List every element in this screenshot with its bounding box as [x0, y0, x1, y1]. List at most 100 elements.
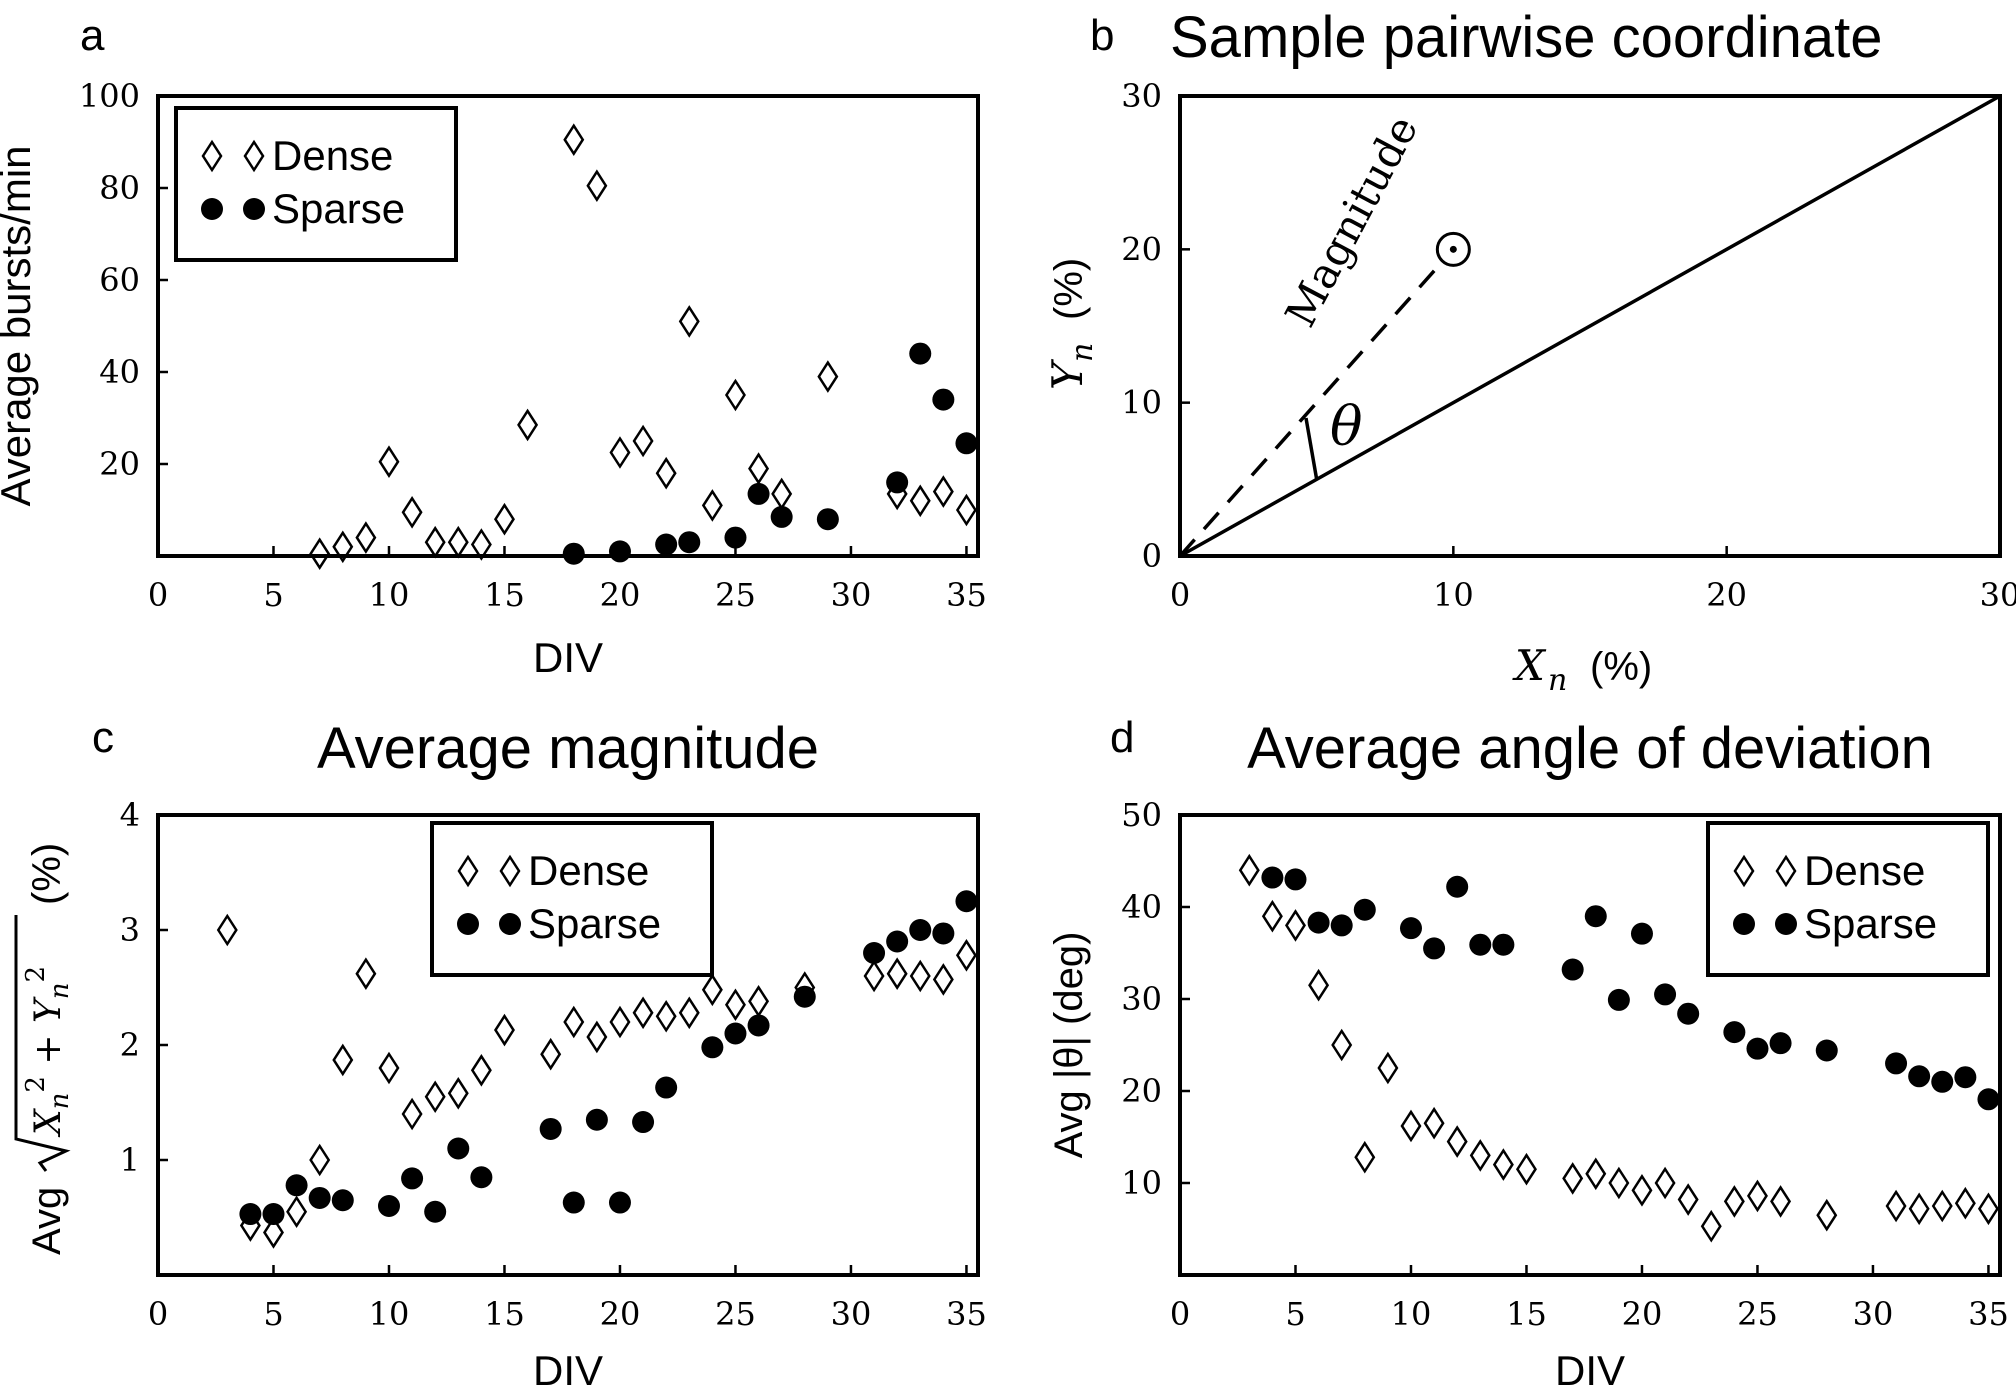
- panel-d-x-tick-label: 35: [1968, 1295, 2009, 1333]
- panel-b-x-tick-label: 10: [1433, 576, 1474, 614]
- panel-c-dense-point: [586, 1020, 608, 1054]
- panel-c-sparse-point: [932, 922, 955, 945]
- panel-a-sparse-point: [655, 533, 678, 556]
- panel-d-sparse-point: [1492, 933, 1515, 956]
- panel-d-x-tick-label: 20: [1622, 1295, 1663, 1333]
- panel-d-sparse-point: [1885, 1052, 1908, 1075]
- panel-d-title: Average angle of deviation: [1247, 716, 1933, 781]
- panel-d-sparse-point: [1815, 1039, 1838, 1062]
- panel-d-sparse-point: [1261, 866, 1284, 889]
- panel-a-y-axis-label: Average bursts/min: [0, 145, 39, 506]
- panel-a-sparse-point: [562, 542, 585, 565]
- panel-c-y-tick-label: 1: [120, 1141, 140, 1179]
- panel-d-dense-point: [1816, 1198, 1838, 1232]
- panel-c-x-tick-label: 20: [600, 1295, 641, 1333]
- panel-d-dense-point: [1515, 1152, 1537, 1186]
- panel-d-x-tick-label: 15: [1506, 1295, 1547, 1333]
- panel-d-sparse-point: [1908, 1065, 1931, 1088]
- panel-b-x-tick-label: 0: [1170, 576, 1190, 614]
- panel-c-sparse-point: [285, 1174, 308, 1197]
- panel-c-sparse-point: [447, 1137, 470, 1160]
- panel-a-y-tick-label: 40: [99, 353, 140, 391]
- panel-a-dense-point: [401, 495, 423, 529]
- panel-d-dense-point: [1238, 853, 1260, 887]
- panel-a-sparse-point: [747, 482, 770, 505]
- panel-c-sparse-point: [793, 985, 816, 1008]
- panel-d-dense-point: [1631, 1174, 1653, 1207]
- panel-d-sparse-point: [1769, 1032, 1792, 1055]
- panel-d-sparse-point: [1630, 922, 1653, 945]
- panel-c-sparse-point: [886, 930, 909, 953]
- panel-a-legend-dense: Dense: [272, 132, 393, 179]
- panel-c-dense-point: [493, 1013, 515, 1047]
- panel-c-x-tick-label: 5: [263, 1295, 283, 1333]
- panel-a: a 0 5 10 15 20 25 30 35 20 40 60 80 100 DIV Average …: [0, 11, 987, 681]
- panel-a-dense-point: [655, 456, 677, 490]
- panel-a-y-tick-label: 60: [99, 261, 140, 299]
- panel-c-y-axis-prefix: Avg: [25, 1187, 69, 1255]
- panel-c-dense-point: [609, 1005, 631, 1039]
- panel-c-dense-point: [932, 963, 954, 996]
- panel-d: d Average angle of deviation 0 5 10 15 20 25 3…: [1047, 713, 2009, 1391]
- panel-a-frame: [156, 94, 980, 558]
- panel-d-dense-point: [1354, 1140, 1376, 1174]
- panel-c-dense-point: [309, 1143, 331, 1177]
- panel-c-x-tick-label: 0: [148, 1295, 168, 1333]
- panel-b-y-tick-label: 30: [1121, 77, 1162, 115]
- panel-d-sparse-point: [1423, 937, 1446, 960]
- panel-a-sparse-point: [724, 526, 747, 549]
- panel-d-x-tick-label: 25: [1737, 1295, 1778, 1333]
- panel-a-legend-sparse: Sparse: [272, 185, 405, 232]
- panel-a-dense-point: [309, 537, 331, 571]
- panel-d-letter: d: [1110, 713, 1134, 762]
- panel-d-sparse-point: [1330, 914, 1353, 937]
- panel-a-dense-point: [586, 169, 608, 203]
- panel-d-x-tick-label: 0: [1170, 1295, 1190, 1333]
- panel-b: b Sample pairwise coordinate 0 10 20 30 0 10 2…: [1043, 5, 2016, 698]
- panel-a-sparse-point: [932, 388, 955, 411]
- panel-c-dense-point: [470, 1053, 492, 1087]
- panel-c-sparse-point: [909, 919, 932, 941]
- panel-c-dense-point: [655, 999, 677, 1033]
- panel-a-sparse-point: [770, 505, 793, 528]
- panel-c-dense-point: [955, 938, 977, 972]
- panel-d-x-axis-label: DIV: [1555, 1347, 1625, 1391]
- panel-a-dense-point: [355, 521, 377, 554]
- panel-d-sparse-point: [1469, 933, 1492, 956]
- panel-d-dense-point: [1585, 1157, 1607, 1191]
- panel-c-sparse-point: [747, 1014, 770, 1037]
- panel-c-sparse-point: [655, 1076, 678, 1099]
- panel-d-legend-marks: [1733, 854, 1797, 935]
- panel-c-legend-dense-marker: [457, 854, 479, 888]
- panel-c-sparse-point: [262, 1203, 285, 1226]
- panel-c-dense-point: [748, 984, 770, 1018]
- panel-a-x-tick-label: 15: [484, 576, 525, 614]
- panel-d-sparse-point: [1954, 1066, 1977, 1089]
- panel-a-y-tick-label: 20: [99, 445, 140, 483]
- panel-c-y-tick-label: 3: [120, 911, 140, 949]
- panel-d-dense-point: [1654, 1166, 1676, 1200]
- panel-d-sparse-point: [1561, 958, 1584, 981]
- panel-d-dense-point: [1977, 1192, 1999, 1226]
- panel-c-sparse-point: [424, 1200, 447, 1223]
- panel-c-legend-marks: [457, 854, 521, 935]
- panel-b-magnitude-label: Magnitude: [1276, 108, 1428, 335]
- panel-d-legend-dense: Dense: [1804, 847, 1925, 894]
- panel-c-y-axis-formula-text: Xn2 + Yn2: [21, 966, 75, 1138]
- panel-a-plot: 0 5 10 15 20 25 30 35 20 40 60 80 100: [79, 77, 987, 614]
- panel-c-legend-dense-marker: [499, 854, 521, 888]
- panel-c-letter: c: [92, 713, 114, 762]
- panel-c-dense-point: [563, 1005, 585, 1039]
- panel-a-x-tick-label: 35: [946, 576, 987, 614]
- panel-a-dense-point: [724, 378, 746, 412]
- panel-a-dense-point: [563, 123, 585, 157]
- panel-d-y-tick-label: 30: [1121, 980, 1162, 1018]
- panel-b-letter: b: [1090, 11, 1114, 60]
- panel-a-legend-sparse-marker: [243, 198, 265, 220]
- panel-c-y-axis-unit: (%): [25, 843, 69, 905]
- panel-c-sparse-point: [562, 1191, 585, 1214]
- panel-d-sparse-point: [1284, 868, 1307, 891]
- panel-d-dense-point: [1400, 1109, 1422, 1143]
- panel-b-x-axis-sub: n: [1548, 663, 1567, 698]
- panel-a-dense-point: [678, 305, 700, 338]
